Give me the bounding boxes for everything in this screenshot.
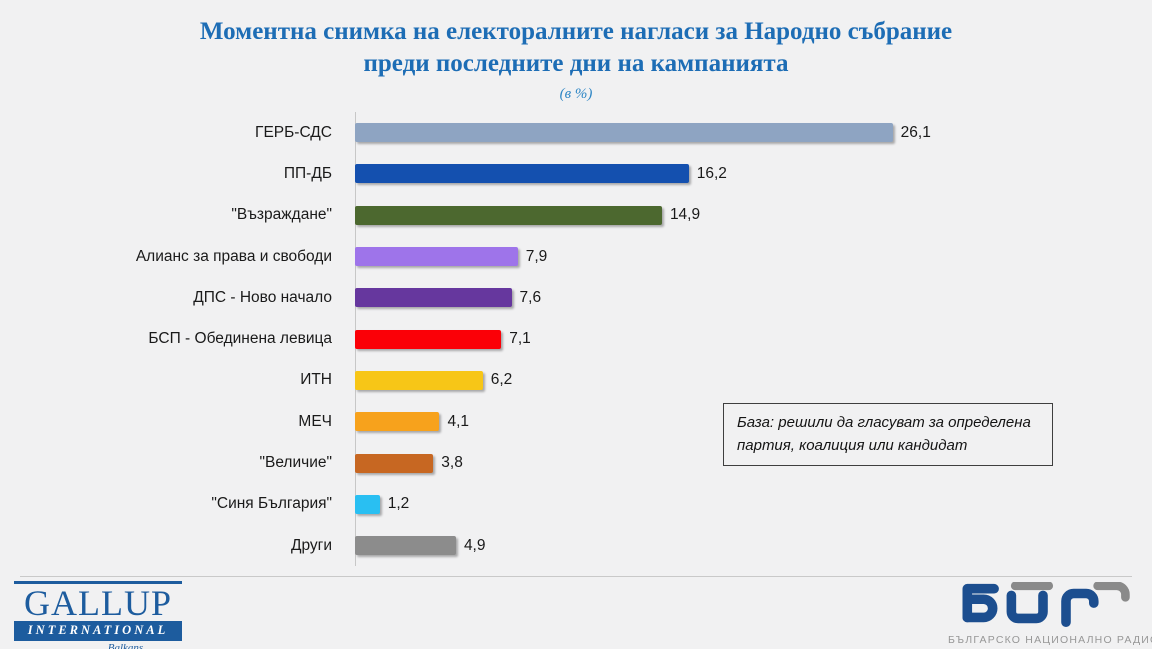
- bar: [355, 247, 518, 267]
- chart-row: ГЕРБ-СДС 26,1: [0, 112, 1152, 153]
- gallup-logo-name: GALLUP: [24, 583, 172, 623]
- chart-row: ИТН 6,2: [0, 360, 1152, 401]
- annotation-line1: База: решили да гласуват за определена: [737, 414, 1031, 431]
- bnr-logo-icon: [962, 581, 1130, 628]
- bar: [355, 412, 440, 432]
- category-label: БСП - Обединена левица: [148, 330, 332, 348]
- bar: [355, 536, 456, 556]
- value-label: 6,2: [490, 371, 513, 389]
- chart-row: Алианс за права и свободи 7,9: [0, 236, 1152, 277]
- bnr-logo-caption: БЪЛГАРСКО НАЦИОНАЛНО РАДИО: [948, 634, 1152, 646]
- category-label: ИТН: [300, 371, 332, 389]
- value-label: 16,2: [696, 164, 727, 182]
- gallup-logo: GALLUP INTERNATIONAL Balkans: [14, 581, 182, 649]
- bar: [355, 288, 512, 308]
- value-label: 4,1: [447, 412, 470, 430]
- value-label: 7,9: [525, 247, 548, 265]
- bar: [355, 205, 662, 225]
- bar: [355, 453, 434, 473]
- chart-row: "Синя България" 1,2: [0, 484, 1152, 525]
- category-label: "Възраждане": [231, 206, 332, 224]
- value-label: 7,6: [519, 288, 542, 306]
- chart-title-line1: Моментна снимка на електоралните нагласи…: [199, 18, 953, 45]
- value-label: 3,8: [441, 454, 463, 472]
- base-annotation-box: База: решили да гласуват за определена п…: [723, 403, 1053, 466]
- unit-label: (в %): [559, 86, 593, 102]
- chart-row: "Възраждане" 14,9: [0, 195, 1152, 236]
- chart-row: ПП-ДБ 16,2: [0, 153, 1152, 194]
- value-label: 26,1: [900, 123, 931, 141]
- bar-chart: ГЕРБ-СДС 26,1 ПП-ДБ 16,2 "Възраждане" 14,9 Али…: [0, 112, 1152, 566]
- bar: [355, 370, 483, 390]
- bar: [355, 164, 689, 184]
- bar: [355, 494, 380, 514]
- gallup-logo-region: Balkans: [107, 642, 144, 649]
- category-label: "Синя България": [211, 495, 332, 513]
- category-label: МЕЧ: [298, 412, 332, 430]
- category-label: Други: [290, 536, 332, 554]
- chart-row: Други 4,9: [0, 525, 1152, 566]
- bar: [355, 123, 893, 143]
- gallup-logo-international: INTERNATIONAL: [14, 621, 182, 641]
- category-label: ГЕРБ-СДС: [255, 123, 332, 141]
- footer-divider: [20, 576, 1132, 577]
- category-label: ДПС - Ново начало: [193, 288, 332, 306]
- chart-row: ДПС - Ново начало 7,6: [0, 277, 1152, 318]
- chart-title: Моментна снимка на електоралните нагласи…: [0, 16, 1152, 80]
- bar: [355, 329, 502, 349]
- value-label: 1,2: [387, 495, 410, 513]
- chart-row: МЕЧ 4,1: [0, 401, 1152, 442]
- chart-title-line2: преди последните дни на кампанията: [363, 50, 789, 77]
- chart-row: "Величие" 3,8: [0, 442, 1152, 483]
- annotation-line2: партия, коалиция или кандидат: [737, 437, 968, 455]
- value-label: 4,9: [463, 536, 486, 554]
- category-label: ПП-ДБ: [283, 164, 332, 182]
- value-label: 7,1: [509, 330, 531, 348]
- category-label: Алианс за права и свободи: [135, 247, 332, 265]
- bnr-logo: БЪЛГАРСКО НАЦИОНАЛНО РАДИО: [948, 581, 1152, 646]
- chart-row: БСП - Обединена левица 7,1: [0, 318, 1152, 359]
- gallup-logo-rule: [14, 581, 182, 584]
- value-label: 14,9: [669, 206, 701, 224]
- category-label: "Величие": [259, 454, 332, 472]
